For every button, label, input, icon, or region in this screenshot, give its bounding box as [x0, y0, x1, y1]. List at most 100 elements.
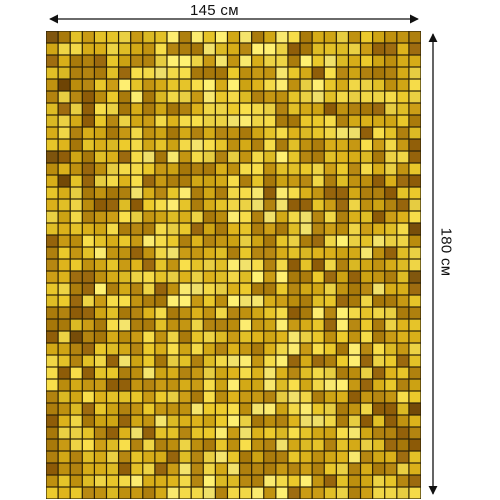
mosaic-tile: [409, 31, 421, 43]
mosaic-tile: [300, 211, 312, 223]
mosaic-tile: [361, 307, 373, 319]
mosaic-tile: [240, 43, 252, 55]
mosaic-tile: [203, 355, 215, 367]
mosaic-tile: [409, 139, 421, 151]
mosaic-tile: [264, 211, 276, 223]
mosaic-tile: [300, 139, 312, 151]
mosaic-tile: [240, 127, 252, 139]
mosaic-tile: [119, 211, 131, 223]
mosaic-tile: [361, 151, 373, 163]
mosaic-tile: [276, 283, 288, 295]
mosaic-tile: [312, 127, 324, 139]
mosaic-tile: [191, 391, 203, 403]
mosaic-tile: [300, 187, 312, 199]
mosaic-tile: [240, 307, 252, 319]
mosaic-tile: [264, 139, 276, 151]
mosaic-tile: [288, 355, 300, 367]
mosaic-tile: [361, 451, 373, 463]
mosaic-tile: [312, 439, 324, 451]
mosaic-tile: [312, 295, 324, 307]
mosaic-tile: [155, 103, 167, 115]
mosaic-tile: [82, 283, 94, 295]
mosaic-tile: [179, 79, 191, 91]
mosaic-tile: [409, 259, 421, 271]
mosaic-tile: [312, 259, 324, 271]
mosaic-tile: [203, 175, 215, 187]
mosaic-tile: [361, 187, 373, 199]
mosaic-tile: [276, 199, 288, 211]
mosaic-tile: [215, 427, 227, 439]
mosaic-tile: [58, 199, 70, 211]
mosaic-tile: [373, 271, 385, 283]
mosaic-tile: [70, 115, 82, 127]
mosaic-tile: [385, 271, 397, 283]
mosaic-tile: [373, 247, 385, 259]
mosaic-tile: [276, 331, 288, 343]
mosaic-tile: [361, 475, 373, 487]
mosaic-tile: [300, 343, 312, 355]
mosaic-tile: [240, 139, 252, 151]
mosaic-tile: [70, 319, 82, 331]
mosaic-tile: [179, 115, 191, 127]
mosaic-tile: [264, 127, 276, 139]
mosaic-tile: [70, 31, 82, 43]
mosaic-tile: [143, 55, 155, 67]
mosaic-tile: [336, 175, 348, 187]
mosaic-tile: [82, 475, 94, 487]
mosaic-tile: [324, 43, 336, 55]
mosaic-tile: [203, 463, 215, 475]
mosaic-tile: [155, 259, 167, 271]
mosaic-tile: [94, 127, 106, 139]
mosaic-tile: [409, 163, 421, 175]
mosaic-tile: [240, 151, 252, 163]
mosaic-tile: [324, 271, 336, 283]
mosaic-tile: [203, 283, 215, 295]
mosaic-tile: [288, 451, 300, 463]
mosaic-tile: [167, 223, 179, 235]
mosaic-tile: [385, 451, 397, 463]
mosaic-tile: [409, 427, 421, 439]
mosaic-tile: [119, 367, 131, 379]
mosaic-tile: [155, 55, 167, 67]
mosaic-tile: [191, 283, 203, 295]
mosaic-tile: [324, 355, 336, 367]
mosaic-tile: [276, 223, 288, 235]
mosaic-tile: [409, 199, 421, 211]
mosaic-tile: [155, 79, 167, 91]
mosaic-tile: [324, 247, 336, 259]
mosaic-tile: [215, 331, 227, 343]
mosaic-tile: [276, 415, 288, 427]
mosaic-tile: [228, 283, 239, 295]
mosaic-tile: [373, 475, 385, 487]
mosaic-tile: [264, 163, 276, 175]
mosaic-tile: [82, 139, 94, 151]
mosaic-tile: [312, 235, 324, 247]
mosaic-tile: [167, 283, 179, 295]
mosaic-tile: [336, 271, 348, 283]
mosaic-tile: [312, 67, 324, 79]
mosaic-tile: [167, 319, 179, 331]
mosaic-tile: [373, 139, 385, 151]
mosaic-tile: [107, 283, 118, 295]
mosaic-tile: [155, 415, 167, 427]
mosaic-tile: [300, 31, 312, 43]
mosaic-tile: [336, 307, 348, 319]
mosaic-tile: [131, 307, 143, 319]
mosaic-tile: [336, 31, 348, 43]
mosaic-tile: [228, 211, 239, 223]
mosaic-tile: [361, 247, 373, 259]
mosaic-tile: [324, 163, 336, 175]
mosaic-tile: [155, 331, 167, 343]
mosaic-tile: [70, 211, 82, 223]
mosaic-tile: [58, 103, 70, 115]
mosaic-tile: [131, 415, 143, 427]
mosaic-tile: [179, 139, 191, 151]
mosaic-tile: [349, 463, 360, 475]
mosaic-tile: [312, 79, 324, 91]
mosaic-tile: [155, 379, 167, 391]
mosaic-tile: [203, 367, 215, 379]
mosaic-tile: [373, 487, 385, 499]
mosaic-tile: [179, 367, 191, 379]
mosaic-tile: [300, 439, 312, 451]
